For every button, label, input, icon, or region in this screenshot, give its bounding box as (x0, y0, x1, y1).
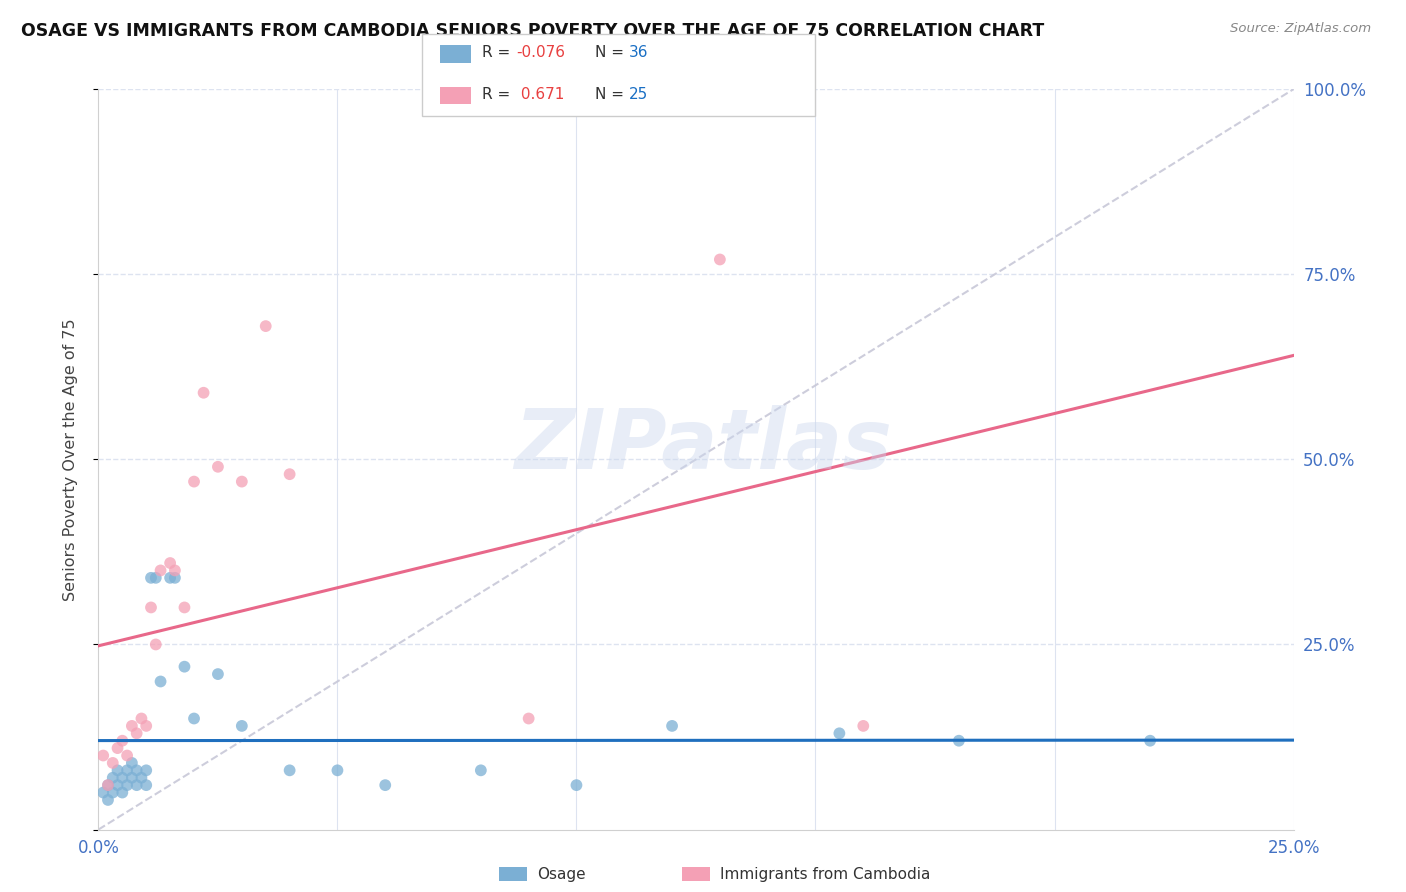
Point (125, 764, 148, 778)
Point (159, 571, 181, 585)
Text: 25: 25 (628, 87, 648, 102)
Point (125, 778, 148, 792)
Point (131, 712, 153, 726)
Point (278, 467, 301, 482)
Point (183, 712, 205, 726)
Point (139, 571, 162, 585)
Point (97, 778, 120, 792)
Point (231, 475, 253, 489)
Point (121, 756, 143, 770)
Text: -0.076: -0.076 (516, 45, 565, 61)
Point (107, 778, 129, 792)
Point (149, 674, 172, 689)
Text: 0.671: 0.671 (516, 87, 564, 102)
Point (173, 600, 195, 615)
Point (828, 726, 851, 740)
Text: R =: R = (482, 45, 516, 61)
Point (121, 719, 143, 733)
Point (135, 719, 157, 733)
Point (517, 712, 540, 726)
Point (111, 786, 134, 800)
Point (661, 719, 683, 733)
Point (207, 459, 229, 474)
Text: Immigrants from Cambodia: Immigrants from Cambodia (720, 867, 931, 882)
Point (97, 778, 120, 792)
Point (111, 771, 134, 785)
Y-axis label: Seniors Poverty Over the Age of 75: Seniors Poverty Over the Age of 75 (63, 318, 77, 600)
Point (163, 564, 186, 578)
Point (207, 667, 229, 681)
Point (278, 764, 301, 778)
Text: N =: N = (595, 87, 628, 102)
Point (101, 786, 124, 800)
Point (115, 778, 138, 792)
Point (101, 771, 124, 785)
Text: ZIPatlas: ZIPatlas (515, 406, 891, 486)
Point (709, 252, 731, 267)
Point (326, 764, 349, 778)
Point (107, 741, 129, 756)
Point (131, 771, 153, 785)
Point (183, 475, 205, 489)
Point (107, 764, 129, 778)
Point (149, 564, 172, 578)
Point (91, 748, 114, 763)
Text: N =: N = (595, 45, 628, 61)
Point (565, 778, 588, 792)
Point (852, 719, 875, 733)
Point (948, 733, 970, 747)
Point (231, 719, 253, 733)
Point (1139, 733, 1161, 747)
Point (115, 764, 138, 778)
Point (470, 764, 492, 778)
Text: R =: R = (482, 87, 516, 102)
Point (97, 793, 120, 807)
Text: Source: ZipAtlas.com: Source: ZipAtlas.com (1230, 22, 1371, 36)
Point (125, 726, 148, 740)
Point (111, 733, 134, 747)
Point (145, 637, 167, 651)
Point (121, 771, 143, 785)
Text: 36: 36 (628, 45, 648, 61)
Point (163, 571, 186, 585)
Point (135, 764, 157, 778)
Point (115, 748, 138, 763)
Text: Osage: Osage (537, 867, 586, 882)
Point (374, 778, 396, 792)
Point (135, 778, 157, 792)
Point (193, 385, 215, 400)
Text: OSAGE VS IMMIGRANTS FROM CAMBODIA SENIORS POVERTY OVER THE AGE OF 75 CORRELATION: OSAGE VS IMMIGRANTS FROM CAMBODIA SENIOR… (21, 22, 1045, 40)
Point (139, 600, 162, 615)
Point (101, 756, 124, 770)
Point (173, 659, 195, 673)
Point (145, 571, 167, 585)
Point (254, 319, 277, 334)
Point (159, 556, 181, 570)
Point (91, 786, 114, 800)
